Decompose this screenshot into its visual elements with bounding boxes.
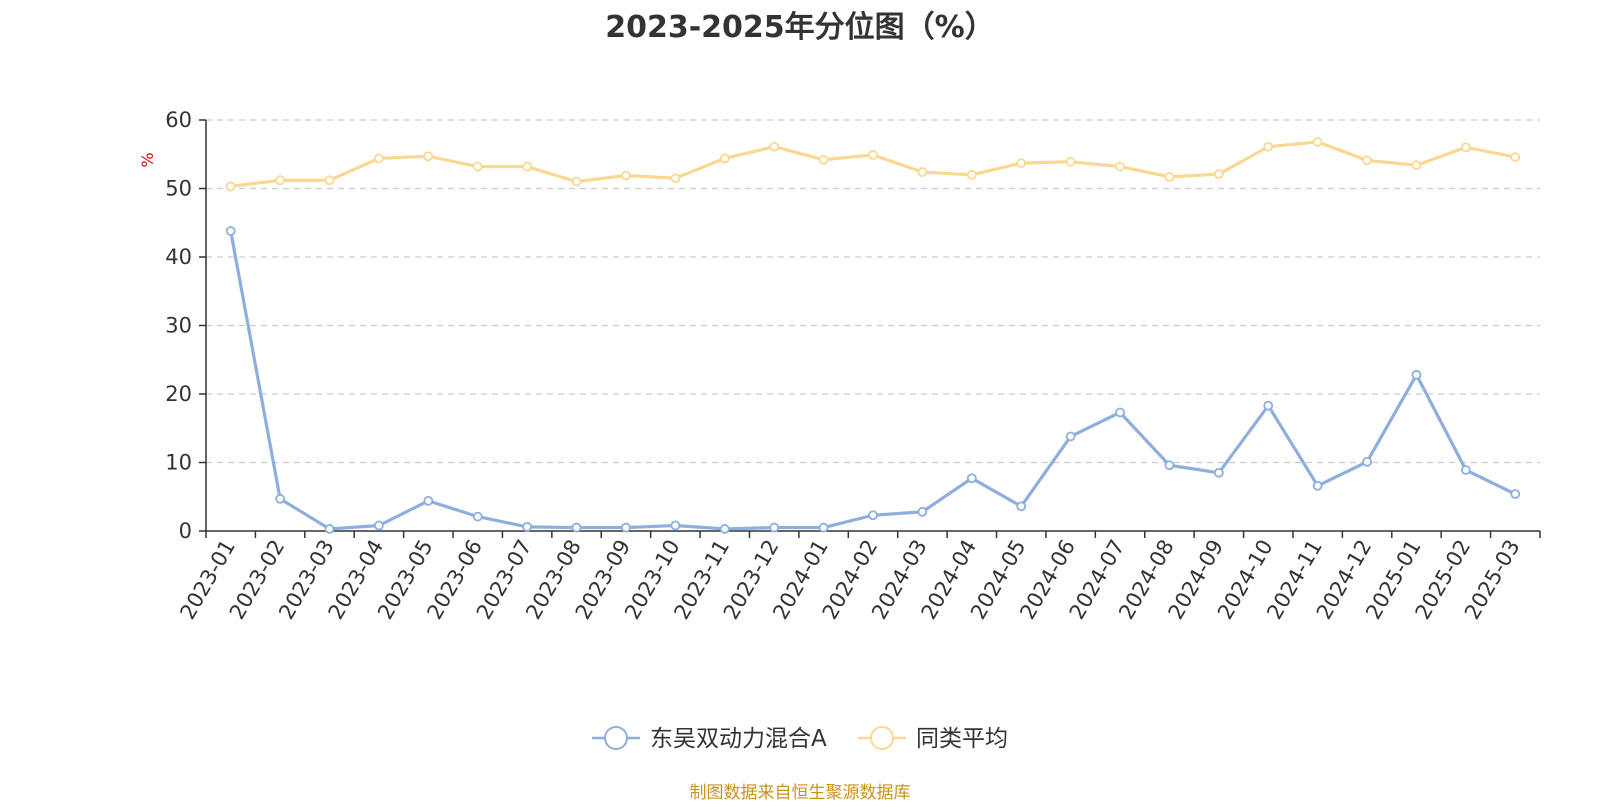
data-point [1263,141,1274,152]
legend-marker-2 [870,726,894,750]
data-point [1213,169,1224,180]
data-point [324,175,335,186]
data-point [472,161,483,172]
data-point [621,522,631,533]
y-axis-unit: % [138,152,157,167]
data-point [1312,137,1323,147]
data-point [522,161,533,172]
data-point [1115,161,1125,172]
data-point [1263,400,1274,411]
data-point [374,520,384,531]
data-point [571,176,582,187]
data-point [1460,465,1471,475]
y-tick-label: 0 [179,519,192,543]
data-point [917,506,928,517]
data-point [275,493,286,504]
data-point [1362,155,1372,166]
data-point [1362,456,1372,467]
y-tick-label: 20 [165,382,192,406]
series-line-2 [230,140,1516,189]
axes: 0102030405060%2023-012023-022023-032023-… [138,108,1541,623]
chart-title: 2023-2025年分位图（%） [605,10,995,45]
data-point [719,153,730,164]
data-point [423,151,434,162]
data-point [917,167,928,177]
y-tick-label: 10 [165,451,192,475]
y-tick-label: 50 [165,177,192,201]
data-point [522,521,533,532]
data-point [225,226,236,236]
data-point [769,522,780,533]
data-point [1411,369,1422,380]
data-point [1065,156,1076,167]
data-point [472,511,483,522]
data-point [769,141,780,152]
y-tick-label: 30 [165,314,192,338]
legend-label-1: 东吴双动力混合A [650,726,827,752]
data-point [818,522,829,533]
data-point [1016,501,1027,512]
legend: 东吴双动力混合A 同类平均 [592,726,1008,752]
data-point [966,169,977,180]
y-tick-label: 60 [165,108,192,132]
data-point [868,510,878,521]
y-tick-label: 40 [165,245,192,269]
series-lines [225,137,1521,534]
data-point [1016,158,1027,169]
data-point [670,173,681,184]
data-point [1115,407,1125,418]
data-point [1065,431,1076,442]
legend-label-2: 同类平均 [916,726,1008,752]
data-point [1460,142,1471,153]
data-point [1510,489,1521,499]
legend-marker-1 [604,726,628,750]
data-point [1312,480,1323,491]
data-point [621,170,631,181]
data-point [571,522,582,533]
grid-lines [206,119,1540,464]
series-line-1 [229,230,1516,531]
data-point [225,181,236,192]
data-point [966,473,977,484]
data-point [1411,160,1422,171]
data-point [275,175,286,186]
data-point [324,524,335,534]
data-point [1164,171,1175,182]
source-note: 制图数据来自恒生聚源数据库 [689,783,911,803]
data-point [1164,460,1175,471]
data-point [423,495,434,506]
data-point [1510,152,1521,162]
data-point [670,520,681,531]
data-point [1213,467,1224,478]
data-point [719,524,730,534]
data-point [818,154,829,165]
data-point [374,153,384,164]
data-point [868,150,878,160]
